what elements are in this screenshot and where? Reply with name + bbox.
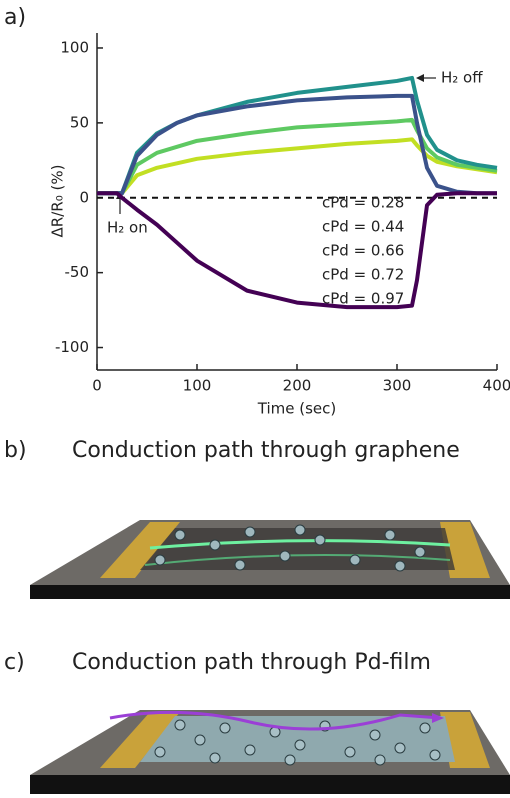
x-tick-label: 100	[183, 377, 212, 395]
legend-entry: cPd = 0.28	[322, 194, 404, 212]
panel-title: Conduction path through Pd-film	[72, 650, 431, 675]
pd-film-render	[30, 710, 510, 794]
panel-label: b)	[4, 438, 27, 463]
x-tick-label: 0	[92, 377, 102, 395]
panel-title: Conduction path through graphene	[72, 438, 460, 463]
arrow-head	[416, 74, 424, 82]
x-axis-label: Time (sec)	[257, 400, 336, 418]
annotation: H₂ off	[441, 69, 483, 87]
panel-label: c)	[4, 650, 25, 675]
legend-entry: cPd = 0.72	[322, 266, 404, 284]
x-tick-label: 400	[483, 377, 510, 395]
y-tick-label: -50	[65, 263, 90, 281]
annotation: H₂ on	[107, 219, 148, 237]
legend-entry: cPd = 0.66	[322, 242, 404, 260]
graphene-render	[30, 520, 510, 599]
x-tick-label: 300	[383, 377, 412, 395]
y-tick-label: 100	[60, 38, 89, 56]
series-line	[97, 191, 497, 310]
x-tick-label: 200	[283, 377, 312, 395]
legend-entry: cPd = 0.44	[322, 218, 404, 236]
y-tick-label: -100	[55, 338, 89, 356]
y-tick-label: 0	[79, 188, 89, 206]
panel-label: a)	[4, 5, 26, 30]
y-tick-label: 50	[70, 113, 89, 131]
series-line	[97, 137, 498, 196]
series-line	[97, 117, 498, 196]
y-axis-label: ΔR/R₀ (%)	[49, 165, 67, 238]
series-line	[97, 93, 497, 196]
legend-entry: cPd = 0.97	[322, 290, 404, 308]
